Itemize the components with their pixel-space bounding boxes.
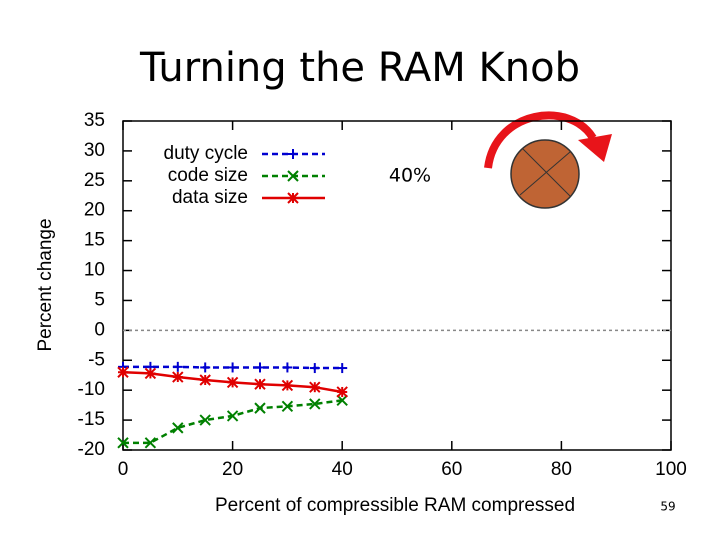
point-marker: [254, 402, 266, 414]
point-marker: [309, 381, 321, 393]
legend-label: duty cycle: [164, 143, 248, 164]
marker-stroke: [336, 386, 348, 398]
point-marker: [309, 398, 321, 410]
point-marker: [288, 149, 298, 159]
point-marker: [282, 362, 293, 373]
y-tick-label: 0: [94, 319, 105, 340]
y-tick-label: 15: [84, 230, 105, 251]
marker-stroke: [199, 414, 211, 426]
point-marker: [309, 363, 320, 374]
point-marker: [336, 394, 348, 407]
marker-stroke: [309, 381, 321, 393]
point-marker: [287, 192, 299, 204]
y-tick-label: -15: [78, 409, 105, 430]
annotation: 40%: [389, 165, 431, 187]
marker-stroke: [226, 410, 239, 422]
x-tick-label: 0: [118, 459, 129, 480]
y-tick-label: -20: [78, 439, 105, 460]
point-marker: [226, 410, 239, 422]
legend-label: code size: [168, 165, 248, 186]
y-tick-label: -5: [88, 349, 105, 370]
point-marker: [287, 170, 299, 182]
marker-stroke: [144, 437, 157, 449]
x-tick-label: 100: [655, 459, 687, 480]
point-marker: [255, 362, 265, 373]
marker-stroke: [172, 371, 184, 383]
point-marker: [227, 362, 238, 373]
marker-stroke: [336, 394, 348, 407]
point-marker: [336, 386, 348, 398]
series-line: [123, 399, 343, 445]
point-marker: [117, 366, 129, 378]
marker-stroke: [254, 402, 266, 414]
rotate-arrow: [484, 111, 612, 169]
point-marker: [200, 362, 211, 373]
y-axis-label: Percent change: [35, 218, 56, 351]
point-marker: [281, 379, 294, 392]
y-tick-label: 25: [84, 170, 105, 191]
plot-frame: [122, 120, 672, 451]
slide-title: Turning the RAM Knob: [139, 45, 580, 91]
point-marker: [226, 376, 239, 389]
point-marker: [144, 437, 157, 449]
point-marker: [337, 363, 348, 374]
x-axis-label: Percent of compressible RAM compressed: [215, 495, 575, 516]
x-tick-label: 80: [551, 459, 572, 480]
point-marker: [254, 378, 266, 390]
point-marker: [172, 371, 184, 383]
marker-stroke: [117, 366, 129, 378]
y-tick-label: -10: [78, 379, 105, 400]
point-marker: [199, 414, 211, 426]
y-tick-label: 5: [94, 289, 105, 310]
marker-stroke: [172, 422, 184, 434]
x-tick-label: 20: [222, 459, 243, 480]
marker-stroke: [309, 398, 321, 410]
marker-stroke: [281, 400, 294, 413]
point-marker: [281, 400, 294, 413]
x-tick-label: 60: [441, 459, 462, 480]
x-tick-label: 40: [332, 459, 353, 480]
y-tick-label: 35: [84, 110, 105, 131]
knob: [510, 139, 580, 209]
marker-stroke: [254, 378, 266, 390]
marker-stroke: [287, 192, 299, 204]
marker-stroke: [144, 367, 157, 380]
point-marker: [117, 437, 129, 449]
slide-number: 59: [660, 500, 675, 514]
point-marker: [144, 367, 157, 380]
marker-stroke: [117, 437, 129, 449]
series-line: [123, 365, 343, 370]
marker-stroke: [199, 374, 211, 386]
legend-label: data size: [172, 187, 248, 208]
point-marker: [199, 374, 211, 386]
point-marker: [172, 422, 184, 434]
y-tick-label: 20: [84, 200, 105, 221]
marker-stroke: [287, 170, 299, 182]
marker-stroke: [281, 379, 294, 392]
y-tick-label: 30: [84, 140, 105, 161]
marker-stroke: [226, 376, 239, 389]
point-marker: [172, 361, 183, 372]
y-tick-label: 10: [84, 260, 105, 281]
